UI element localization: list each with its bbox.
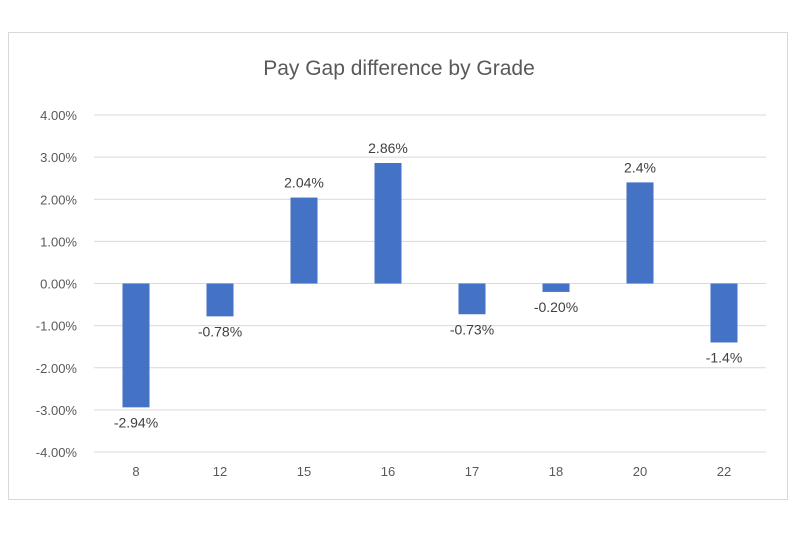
x-tick-label: 16 (381, 464, 395, 479)
data-label: -0.73% (450, 321, 494, 337)
data-labels: -2.94% -0.78% 2.04% 2.86% -0.73% -0.20% 2.4% -1… (114, 140, 742, 430)
bar (206, 283, 234, 317)
y-tick-label: -4.00% (36, 445, 78, 460)
x-tick-label: 8 (132, 464, 139, 479)
grid-lines (94, 114, 766, 453)
bar (374, 163, 402, 284)
x-axis-ticks: 8 12 15 16 17 18 20 22 (132, 464, 731, 479)
bar (122, 283, 150, 408)
bar (542, 283, 570, 292)
data-label: 2.04% (284, 175, 324, 191)
y-tick-label: -2.00% (36, 361, 78, 376)
x-tick-label: 20 (633, 464, 647, 479)
data-label: -2.94% (114, 414, 158, 430)
x-tick-label: 22 (717, 464, 731, 479)
data-label: 2.86% (368, 140, 408, 156)
y-tick-label: 3.00% (40, 150, 77, 165)
bars (122, 163, 738, 408)
bar (290, 197, 318, 284)
x-tick-label: 18 (549, 464, 563, 479)
y-tick-label: -1.00% (36, 319, 78, 334)
y-axis-ticks: 4.00% 3.00% 2.00% 1.00% 0.00% -1.00% -2.00% -3.… (36, 108, 78, 460)
y-tick-label: 0.00% (40, 277, 77, 292)
y-tick-label: 2.00% (40, 192, 77, 207)
y-tick-label: 1.00% (40, 234, 77, 249)
y-tick-label: 4.00% (40, 108, 77, 123)
y-tick-label: -3.00% (36, 403, 78, 418)
bar (626, 182, 654, 284)
bar (710, 283, 738, 343)
x-tick-label: 12 (213, 464, 227, 479)
x-tick-label: 17 (465, 464, 479, 479)
chart-frame: Pay Gap difference by Grade 4.00% 3.00% 2.… (8, 32, 788, 500)
bar-chart: Pay Gap difference by Grade 4.00% 3.00% 2.… (36, 57, 766, 479)
chart-title: Pay Gap difference by Grade (263, 57, 535, 80)
data-label: -0.78% (198, 323, 242, 339)
x-tick-label: 15 (297, 464, 311, 479)
data-label: -0.20% (534, 299, 578, 315)
data-label: -1.4% (706, 349, 743, 365)
data-label: 2.4% (624, 159, 656, 175)
bar (458, 283, 486, 315)
